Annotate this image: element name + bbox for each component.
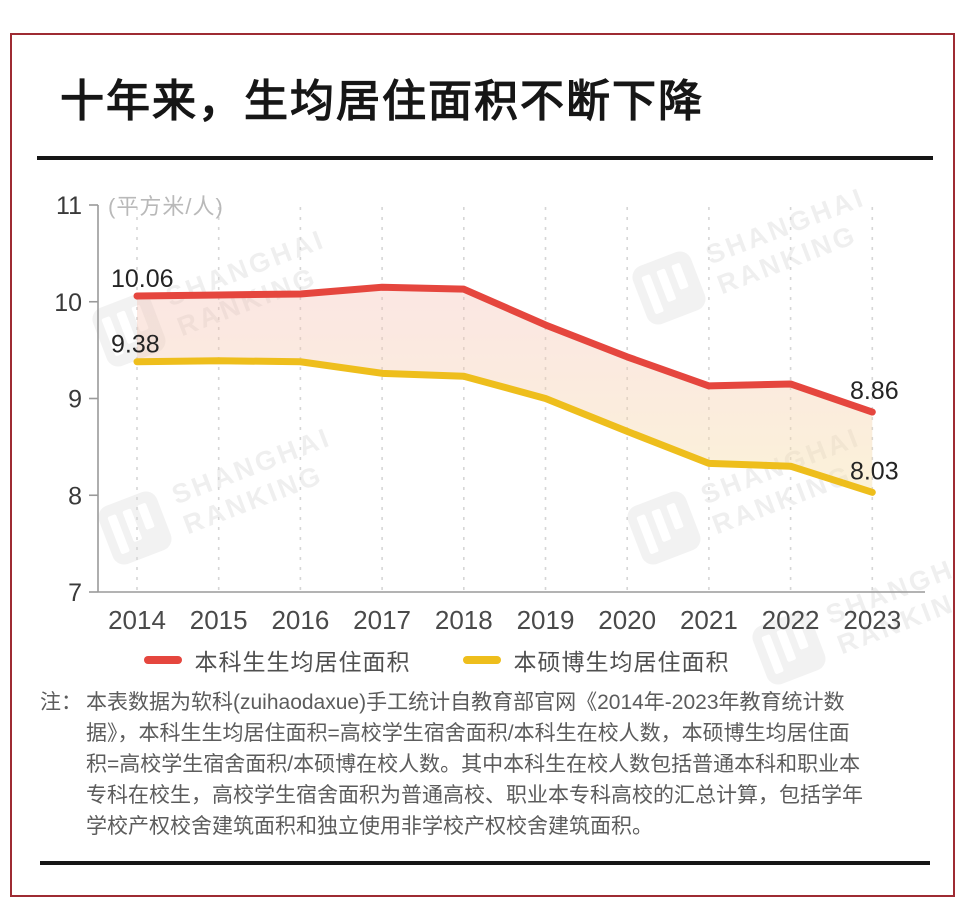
line-chart: 7 8 9 10 11 2014 2015 2016 2017 2018 2019 2020 2021 2… [54,192,925,635]
x-tick-label: 2016 [271,605,329,635]
chart-area: 7 8 9 10 11 2014 2015 2016 2017 2018 2019 2020 2021 2… [40,192,933,640]
footnote-line: 学校产权校舍建筑面积和独立使用非学校产权校舍建筑面积。 [86,815,653,838]
series-line-1 [133,357,876,496]
footnote-body: 本表数据为软科(zuihaodaxue)手工统计自教育部官网《2014年-202… [86,687,863,842]
chart-legend: 本科生生均居住面积 本硕博生均居住面积 [12,643,953,677]
x-tick-label: 2022 [762,605,820,635]
y-tick-label: 7 [68,579,82,607]
legend-label: 本科生生均居住面积 [194,649,411,675]
x-tick-label: 2015 [190,605,248,635]
y-tick-label: 11 [56,195,82,220]
legend-line-swatch [462,656,501,664]
footnote-line: 据》，本科生生均居住面积=高校学生宿舍面积/本科生在校人数，本硕博生均居住面 [86,722,850,745]
legend-item-all-students: 本硕博生均居住面积 [462,643,730,677]
legend-line-swatch [143,656,182,664]
x-tick-label: 2014 [108,605,166,635]
footnote-line: 专科在校生，高校学生宿舍面积为普通高校、职业本专科高校的汇总计算，包括学年 [86,784,863,807]
y-tick-label: 9 [68,386,82,414]
point-label: 10.06 [111,265,174,293]
x-tick-label: 2020 [598,605,656,635]
page-title: 十年来，生均居住面积不断下降 [60,77,704,126]
point-label: 8.03 [850,457,899,485]
series-line-0 [133,283,876,416]
point-label: 9.38 [111,331,160,359]
point-label: 8.86 [850,377,899,405]
area-fill [137,287,873,493]
footnote: 注： 本表数据为软科(zuihaodaxue)手工统计自教育部官网《2014年-… [40,687,932,842]
x-tick-label: 2023 [843,605,901,635]
footnote-line: 积=高校学生宿舍面积/本硕博在校人数。其中本科生在校人数包括普通本科和职业本 [86,753,861,776]
x-tick-label: 2019 [517,605,575,635]
y-axis-unit-label: (平方米/人) [108,195,224,219]
y-tick-label: 8 [68,482,82,510]
x-tick-label: 2018 [435,605,493,635]
x-tick-label: 2017 [353,605,411,635]
x-tick-label: 2021 [680,605,738,635]
bottom-divider [40,861,930,865]
title-divider [37,156,933,160]
footnote-prefix: 注： [40,691,82,714]
footnote-line: 本表数据为软科(zuihaodaxue)手工统计自教育部官网《2014年-202… [86,691,845,714]
legend-item-undergrad: 本科生生均居住面积 [143,643,411,677]
y-tick-label: 10 [54,289,82,317]
legend-label: 本硕博生均居住面积 [513,649,730,675]
